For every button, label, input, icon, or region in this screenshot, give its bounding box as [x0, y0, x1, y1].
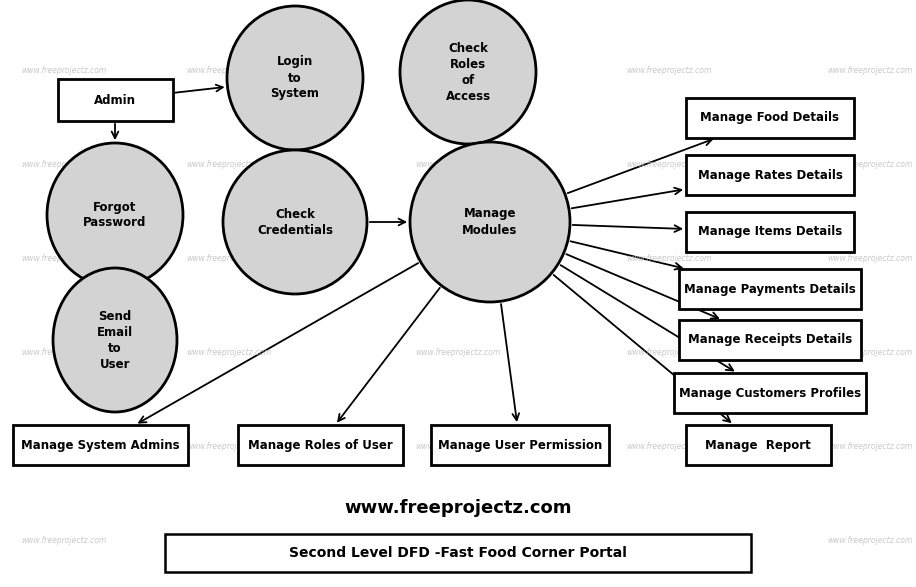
Text: Admin: Admin [94, 93, 136, 106]
Text: www.freeprojectz.com: www.freeprojectz.com [626, 441, 712, 451]
Text: Check
Roles
of
Access: Check Roles of Access [445, 42, 491, 103]
Text: www.freeprojectz.com: www.freeprojectz.com [186, 441, 272, 451]
Text: Manage Payments Details: Manage Payments Details [684, 282, 856, 295]
Text: www.freeprojectz.com: www.freeprojectz.com [21, 441, 107, 451]
Text: Manage Food Details: Manage Food Details [701, 112, 839, 124]
Text: Manage Receipts Details: Manage Receipts Details [688, 333, 852, 346]
Text: Manage System Admins: Manage System Admins [21, 438, 180, 451]
Text: www.freeprojectz.com: www.freeprojectz.com [827, 535, 913, 545]
Bar [431, 425, 609, 465]
Text: Manage Rates Details: Manage Rates Details [698, 168, 843, 181]
Text: www.freeprojectz.com: www.freeprojectz.com [827, 66, 913, 75]
Bar [685, 425, 831, 465]
Text: Manage Items Details: Manage Items Details [698, 225, 842, 238]
Text: www.freeprojectz.com: www.freeprojectz.com [415, 348, 501, 357]
Text: Manage User Permission: Manage User Permission [438, 438, 602, 451]
Text: Manage Roles of User: Manage Roles of User [247, 438, 392, 451]
Text: www.freeprojectz.com: www.freeprojectz.com [827, 348, 913, 357]
Bar [686, 155, 854, 195]
Text: Send
Email
to
User: Send Email to User [97, 309, 133, 370]
Ellipse shape [410, 142, 570, 302]
Ellipse shape [227, 6, 363, 150]
Ellipse shape [47, 143, 183, 287]
Bar [679, 269, 861, 309]
Text: www.freeprojectz.com: www.freeprojectz.com [21, 160, 107, 169]
Text: Check
Credentials: Check Credentials [257, 207, 333, 237]
Bar [58, 79, 172, 121]
Text: Manage  Report: Manage Report [705, 438, 811, 451]
Text: www.freeprojectz.com: www.freeprojectz.com [344, 499, 572, 517]
Text: Manage
Modules: Manage Modules [463, 207, 518, 237]
Text: www.freeprojectz.com: www.freeprojectz.com [626, 535, 712, 545]
Text: www.freeprojectz.com: www.freeprojectz.com [827, 254, 913, 263]
Text: www.freeprojectz.com: www.freeprojectz.com [415, 441, 501, 451]
Ellipse shape [400, 0, 536, 144]
Bar [13, 425, 188, 465]
Text: www.freeprojectz.com: www.freeprojectz.com [21, 254, 107, 263]
Text: www.freeprojectz.com: www.freeprojectz.com [415, 535, 501, 545]
Bar [686, 98, 854, 138]
Text: www.freeprojectz.com: www.freeprojectz.com [626, 348, 712, 357]
Text: www.freeprojectz.com: www.freeprojectz.com [415, 160, 501, 169]
Text: www.freeprojectz.com: www.freeprojectz.com [186, 66, 272, 75]
Text: www.freeprojectz.com: www.freeprojectz.com [186, 254, 272, 263]
Text: Second Level DFD -Fast Food Corner Portal: Second Level DFD -Fast Food Corner Porta… [289, 546, 627, 560]
Text: www.freeprojectz.com: www.freeprojectz.com [21, 66, 107, 75]
Text: www.freeprojectz.com: www.freeprojectz.com [827, 441, 913, 451]
Text: Login
to
System: Login to System [270, 56, 320, 100]
Text: www.freeprojectz.com: www.freeprojectz.com [186, 535, 272, 545]
Text: Manage Customers Profiles: Manage Customers Profiles [679, 386, 861, 400]
Text: www.freeprojectz.com: www.freeprojectz.com [415, 254, 501, 263]
Text: www.freeprojectz.com: www.freeprojectz.com [21, 535, 107, 545]
Text: www.freeprojectz.com: www.freeprojectz.com [626, 66, 712, 75]
Ellipse shape [223, 150, 367, 294]
Text: Forgot
Password: Forgot Password [83, 201, 147, 230]
Text: www.freeprojectz.com: www.freeprojectz.com [626, 160, 712, 169]
Bar [679, 320, 861, 360]
Text: www.freeprojectz.com: www.freeprojectz.com [186, 348, 272, 357]
Bar [237, 425, 402, 465]
Bar [165, 534, 751, 572]
Text: www.freeprojectz.com: www.freeprojectz.com [626, 254, 712, 263]
Bar [686, 212, 854, 252]
Text: www.freeprojectz.com: www.freeprojectz.com [827, 160, 913, 169]
Ellipse shape [53, 268, 177, 412]
Text: www.freeprojectz.com: www.freeprojectz.com [415, 66, 501, 75]
Text: www.freeprojectz.com: www.freeprojectz.com [186, 160, 272, 169]
Text: www.freeprojectz.com: www.freeprojectz.com [21, 348, 107, 357]
Bar [674, 373, 866, 413]
